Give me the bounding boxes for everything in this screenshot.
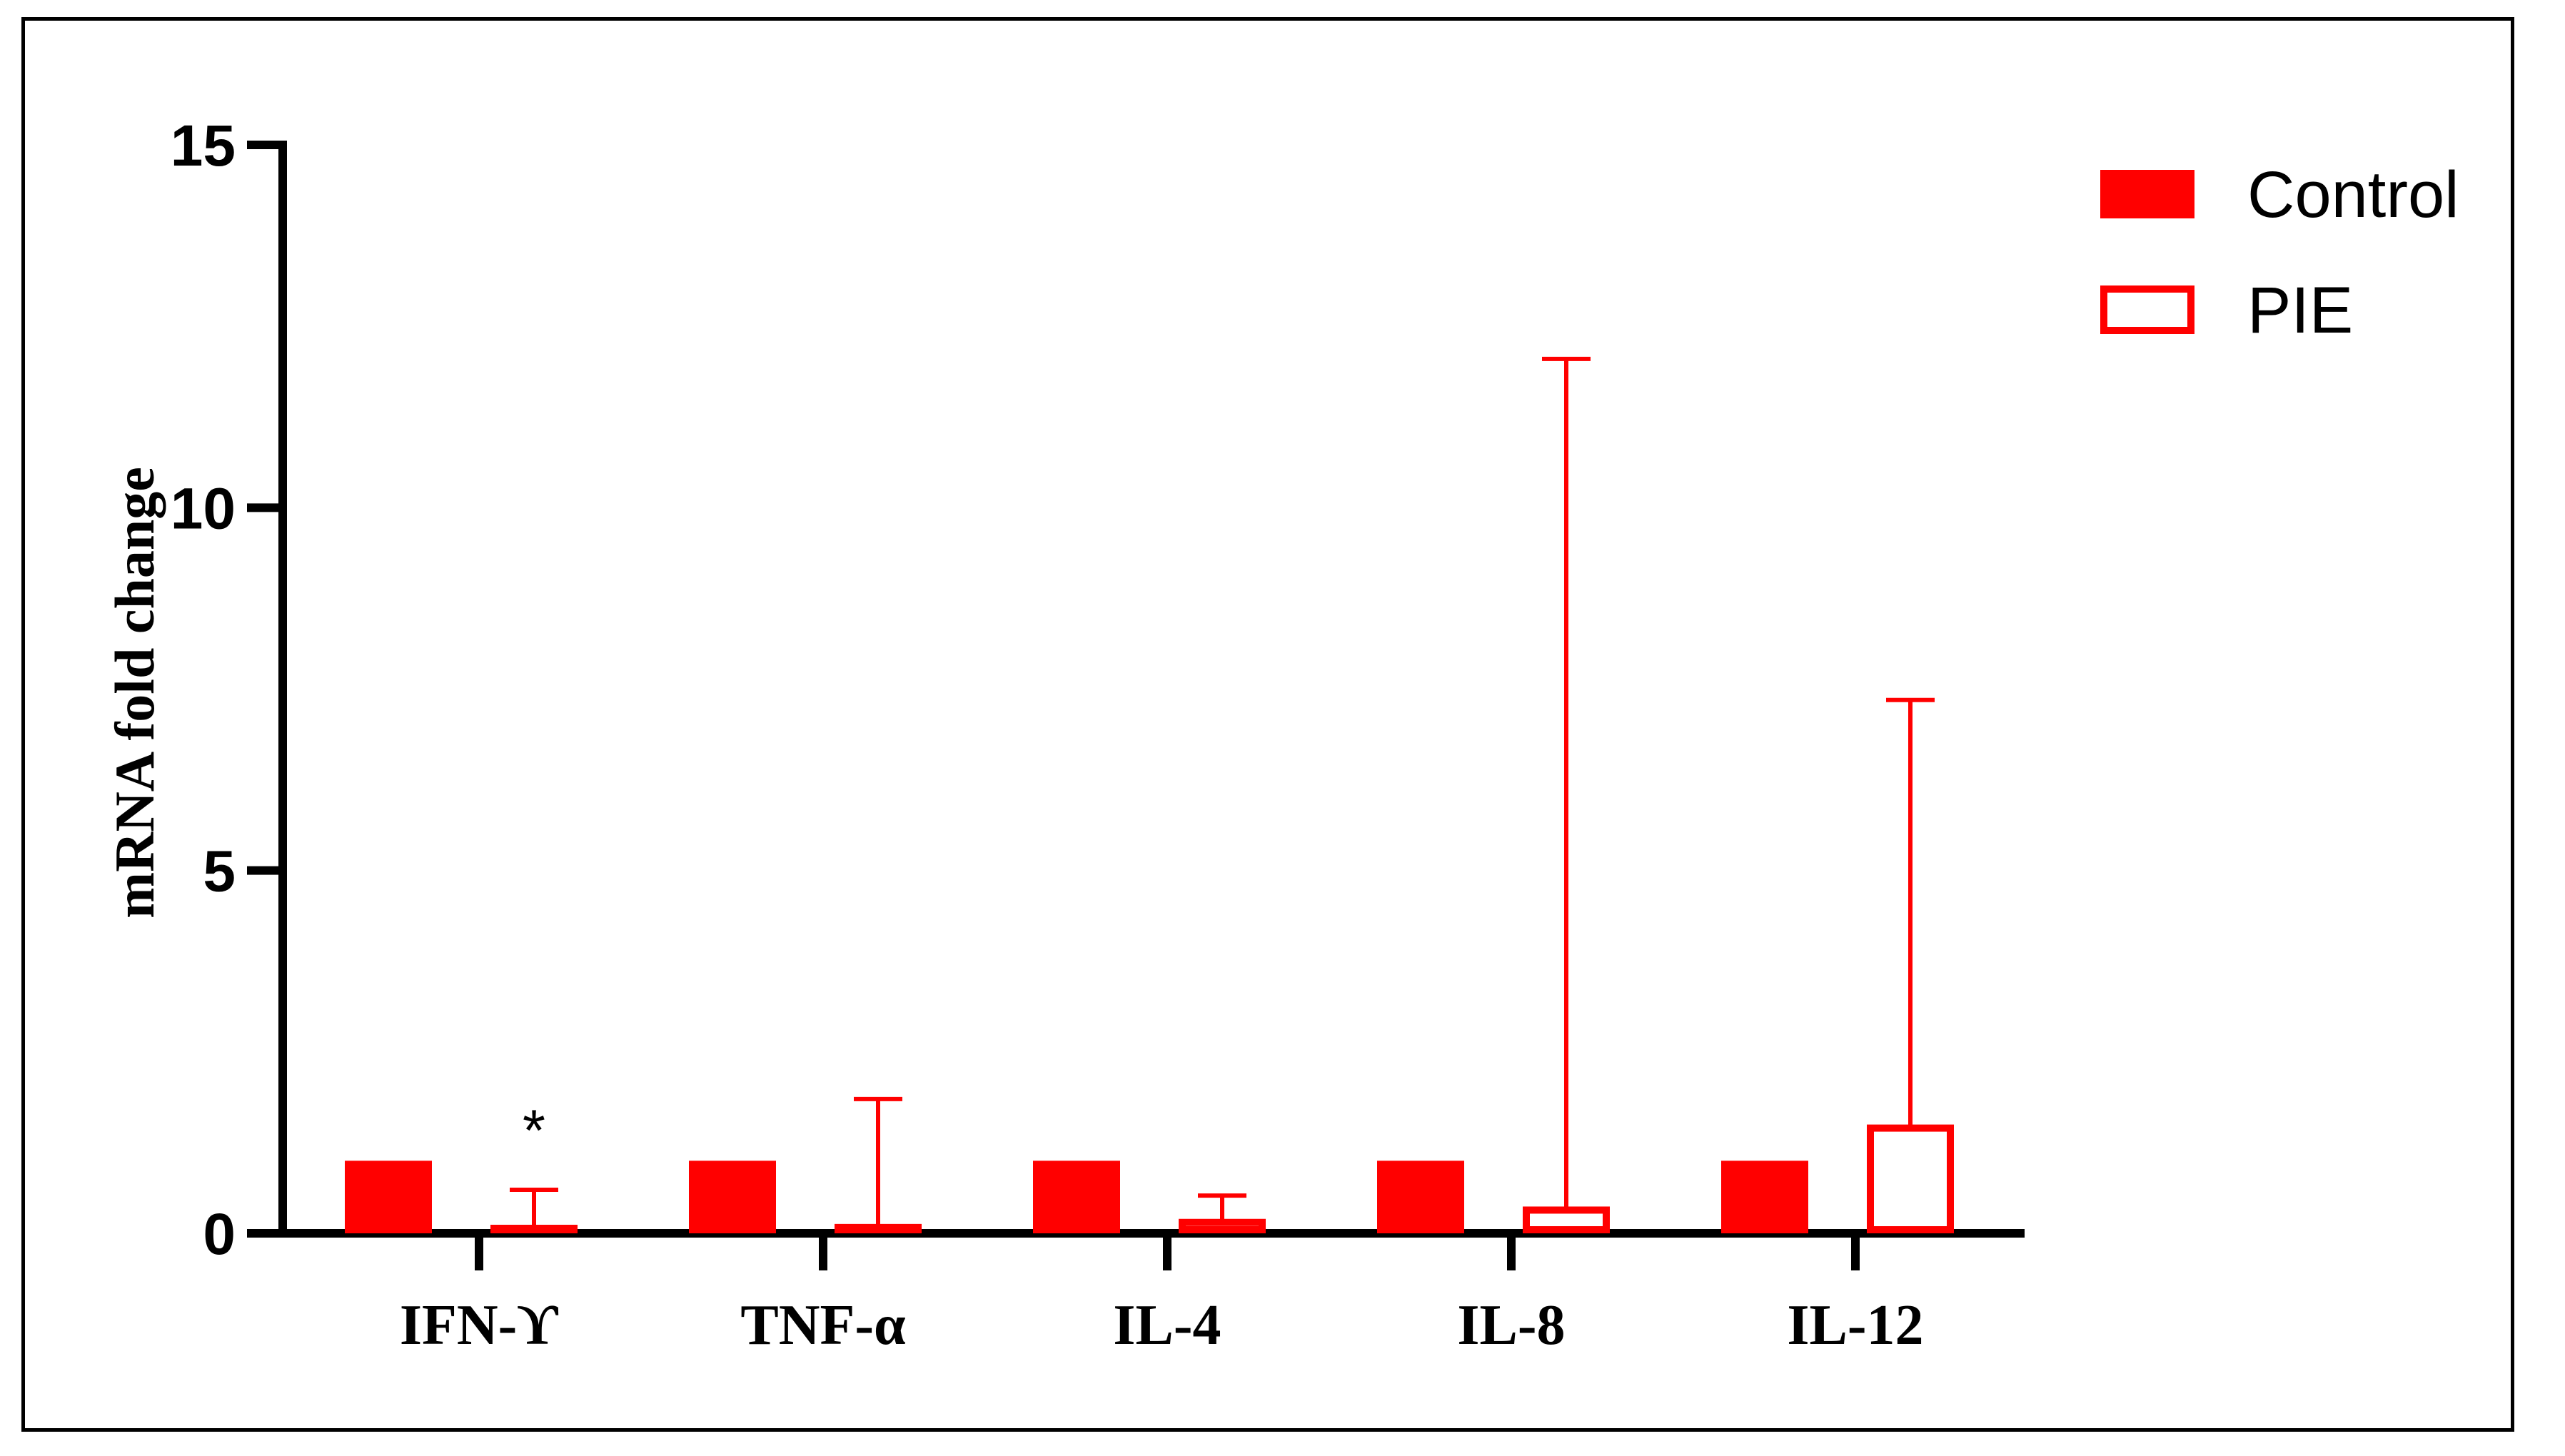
significance-marker-ifn: * <box>523 1098 545 1163</box>
bar-pie-il-8 <box>1523 1206 1610 1234</box>
bars <box>345 1124 1954 1234</box>
y-axis-label: mRNA fold change <box>104 467 166 919</box>
bar-control-il-8 <box>1377 1161 1464 1233</box>
bar-pie-il-4 <box>1179 1218 1266 1233</box>
bar-control-ifn <box>345 1161 432 1233</box>
bar-control-il-4 <box>1033 1161 1120 1233</box>
y-tick-label-0: 0 <box>203 1202 236 1267</box>
y-tick-label-5: 5 <box>203 839 236 904</box>
x-tick-label-ifn: IFN-ϒ <box>400 1294 558 1357</box>
bar-control-il-12 <box>1721 1161 1808 1233</box>
x-tick-label-il-4: IL-4 <box>1113 1294 1221 1357</box>
legend-swatch-control <box>2100 170 2194 218</box>
x-tick-label-tnf: TNF-α <box>740 1294 905 1357</box>
legend-label-control: Control <box>2247 158 2459 231</box>
legend: Control PIE <box>2100 158 2459 347</box>
figure-frame <box>21 17 2514 1432</box>
axes <box>278 141 2025 1238</box>
legend-label-pie: PIE <box>2247 274 2353 347</box>
x-tick-label-il-12: IL-12 <box>1787 1294 1923 1357</box>
bar-pie-il-12 <box>1867 1124 1954 1234</box>
y-tick-label-15: 15 <box>171 113 236 178</box>
legend-swatch-pie <box>2100 285 2194 334</box>
annotations: * <box>523 1098 545 1163</box>
x-tick-label-il-8: IL-8 <box>1457 1294 1565 1357</box>
bar-control-tnf <box>689 1161 776 1233</box>
x-ticks: IFN-ϒ TNF-α IL-4 IL-8 IL-12 <box>400 1233 1924 1357</box>
y-tick-label-10: 10 <box>171 476 236 541</box>
y-ticks: 0 5 10 15 <box>171 113 283 1267</box>
error-bars <box>510 356 1935 1230</box>
bar-pie-tnf <box>835 1223 922 1234</box>
